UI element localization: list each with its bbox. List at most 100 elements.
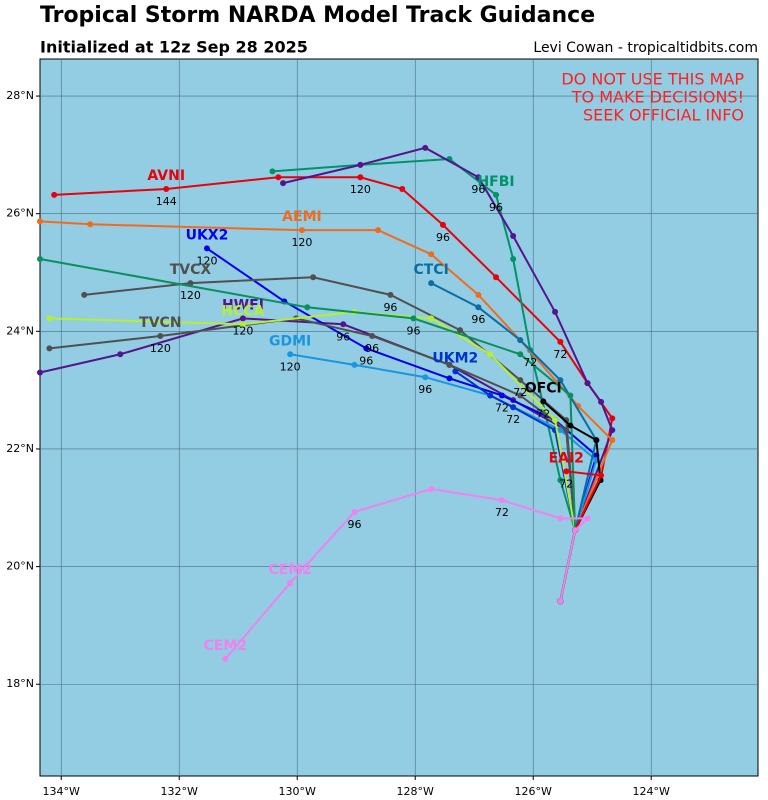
track-point [493,191,500,198]
track-point [609,427,616,434]
track-point [446,361,453,368]
track-point [517,392,524,399]
track-line [272,157,577,602]
track-point [475,304,482,311]
model-name: CEM2 [268,562,312,578]
y-tick-label: 26°N [6,207,34,220]
track-point [475,291,482,298]
track-point [187,280,194,287]
track-point [46,315,53,322]
track-point [584,515,591,522]
track-point [598,398,605,405]
hour-label: 96 [489,201,503,214]
track-point [51,191,58,198]
track-point [557,598,564,605]
x-tick-label: 128°W [397,785,434,798]
track-point [37,369,43,376]
hour-label: 72 [553,348,567,361]
x-tick-label: 126°W [515,785,552,798]
track-point [557,515,564,522]
track-point [287,351,294,358]
model-name: EAI2 [549,450,584,466]
track-point [222,655,229,662]
track-point [510,404,517,411]
track-point [304,304,311,311]
track-point [552,417,559,424]
track-point [487,392,494,399]
track-point [510,255,517,262]
track-point [552,308,559,315]
model-name: CTCI [413,262,448,278]
track-point [351,508,358,515]
y-tick-label: 28°N [6,89,34,102]
track-point [117,351,124,358]
track-point [517,351,524,358]
warning-text: DO NOT USE THIS MAP [561,70,744,89]
hour-label: 96 [471,313,485,326]
chart-subtitle: Initialized at 12z Sep 28 2025 [40,38,308,57]
track-point [422,144,429,151]
track-point [357,174,364,181]
track-point [598,472,605,479]
x-tick-label: 132°W [161,785,198,798]
x-tick-label: 134°W [43,785,80,798]
model-name: UKM2 [432,350,478,366]
track-point [275,174,282,181]
track-point [387,291,394,298]
track-point [557,477,564,484]
track-point [298,227,305,234]
hour-label: 120 [350,183,371,196]
warning-text: TO MAKE DECISIONS! [571,88,744,107]
track-point [340,321,347,328]
credit: Levi Cowan - tropicaltidbits.com [533,40,758,56]
track-point [239,321,246,328]
y-tick-label: 18°N [6,677,34,690]
model-name: TVCN [139,315,181,331]
chart-title: Tropical Storm NARDA Model Track Guidanc… [40,3,595,28]
track-point [157,333,164,340]
track-point [369,333,376,340]
hour-label: 96 [365,342,379,355]
track-point [517,377,524,384]
track-point [351,361,358,368]
track-point [375,227,382,234]
model-name: AEMI [282,209,322,225]
track-point [37,218,43,225]
track-point [280,180,287,187]
hour-label: 120 [196,254,217,267]
track-point [593,437,600,444]
track-point [567,422,574,429]
model-name: HCCA [221,303,264,319]
track-point [609,437,616,444]
track-point [567,392,574,399]
y-tick-label: 20°N [6,560,34,573]
track-point [439,221,446,228]
model-name: HFBI [477,174,514,190]
track-point [46,345,53,352]
hour-label: 96 [336,330,350,343]
track-point [428,485,435,492]
track-point [457,327,464,334]
track-point [493,274,500,281]
track-point [239,315,246,322]
hour-label: 72 [495,506,509,519]
track-point [540,398,547,405]
track-point [81,291,88,298]
hour-label: 96 [471,183,485,196]
hour-label: 72 [559,477,573,490]
hour-label: 96 [406,324,420,337]
hour-label: 72 [506,413,520,426]
track-point [517,337,524,344]
track-point [269,168,276,175]
model-name: CEM2 [203,638,247,654]
track-point [563,427,570,434]
hour-label: 72 [495,401,509,414]
track-point [498,392,505,399]
track-point [609,415,616,422]
hour-label: 72 [513,386,527,399]
hour-label: 120 [232,324,253,337]
x-tick-label: 130°W [279,785,316,798]
track-line [49,310,577,602]
